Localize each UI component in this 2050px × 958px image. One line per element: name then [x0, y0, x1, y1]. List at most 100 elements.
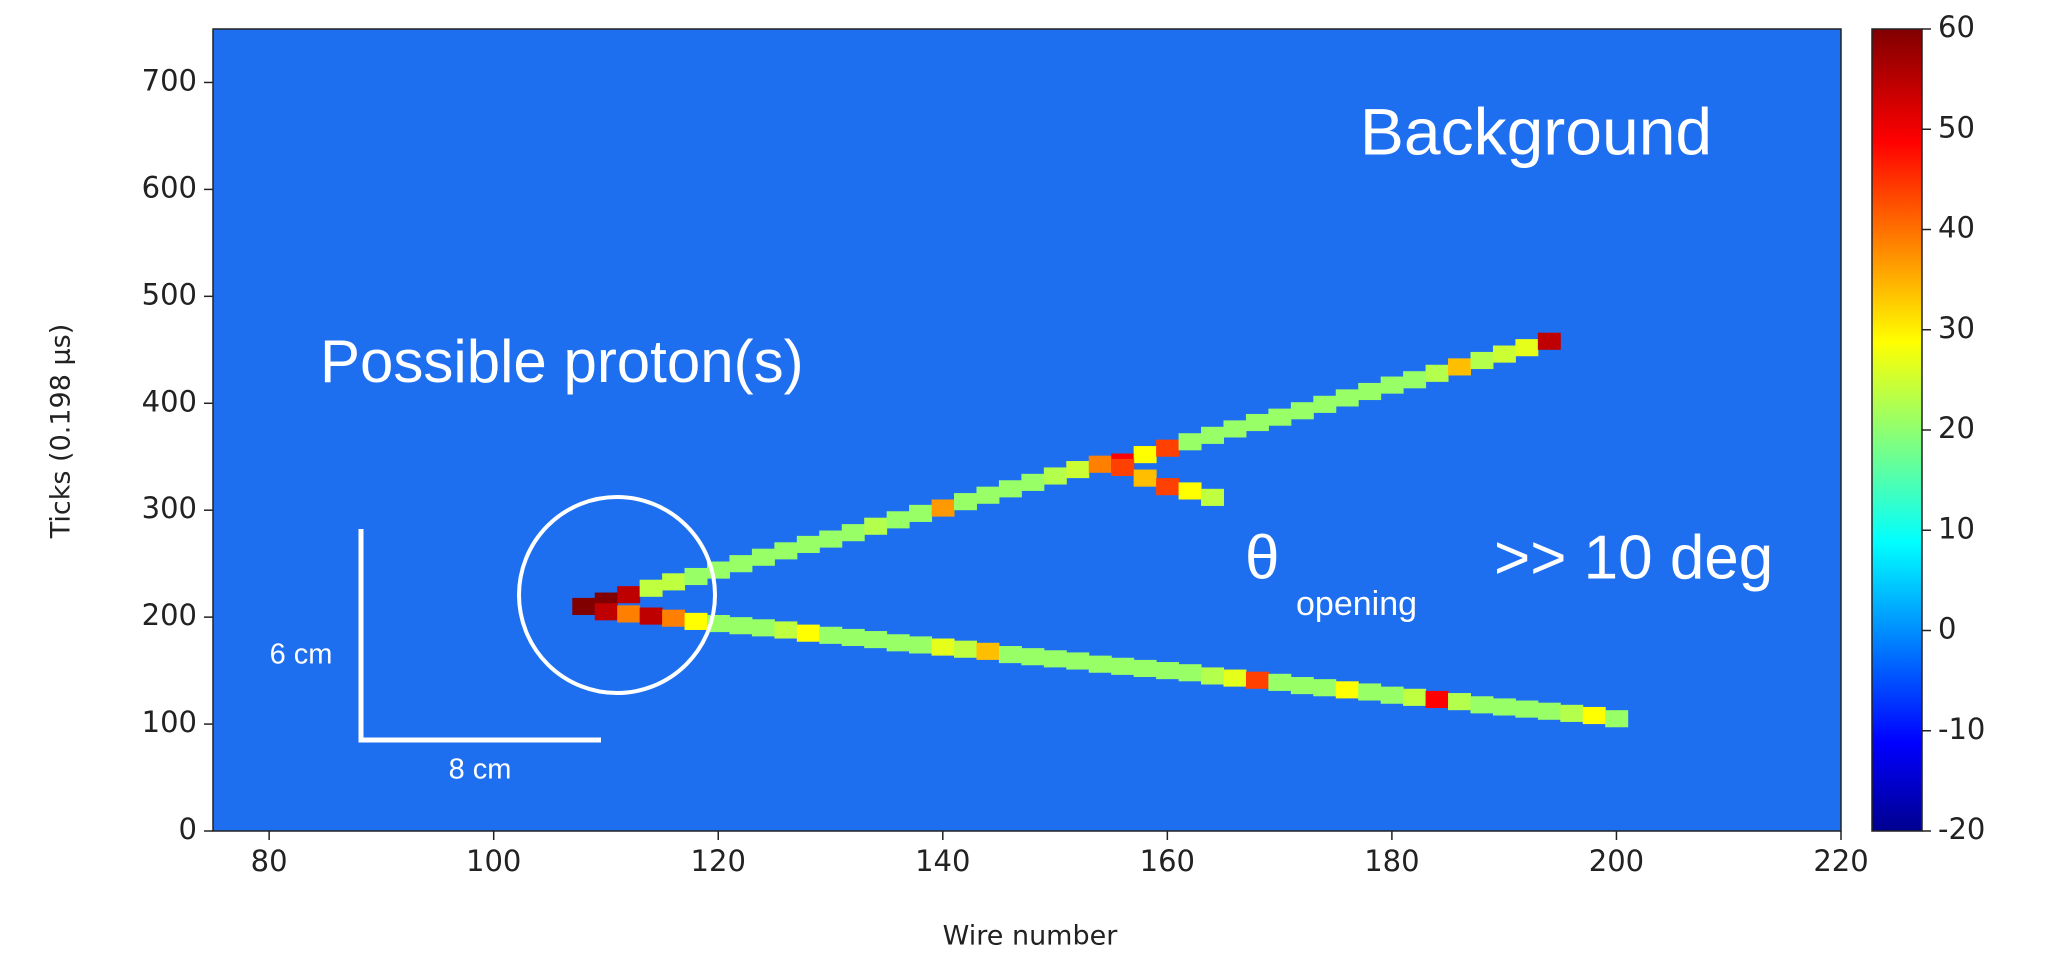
hit: [662, 573, 686, 591]
x-tick-label: 220: [1813, 844, 1868, 878]
y-tick-label: 500: [142, 277, 197, 311]
hit: [1448, 358, 1471, 376]
hit: [1066, 652, 1090, 670]
hit: [909, 504, 933, 522]
hit: [1133, 659, 1157, 678]
hit: [1582, 706, 1606, 725]
hit: [729, 617, 753, 635]
hit: [796, 624, 820, 642]
hit: [864, 631, 888, 649]
hit: [1201, 667, 1224, 685]
hit: [684, 612, 708, 630]
hit: [1111, 458, 1135, 476]
hit: [819, 626, 843, 644]
hit: [1178, 482, 1202, 500]
hit: [662, 609, 686, 627]
hit: [1335, 389, 1359, 407]
colorbar-tick-label: 30: [1938, 311, 1975, 345]
annotation: Possible proton(s): [320, 328, 804, 395]
hit: [639, 607, 663, 625]
hit: [931, 638, 955, 656]
hit: [954, 640, 977, 658]
annotation: >> 10 deg: [1494, 523, 1773, 592]
y-tick-label: 600: [142, 170, 197, 204]
scale-bar: [358, 529, 601, 743]
y-tick-label: 700: [142, 63, 197, 97]
hit: [1335, 681, 1359, 699]
hit: [1380, 686, 1404, 704]
y-tick-label: 200: [142, 598, 197, 632]
hit: [639, 579, 663, 597]
x-tick-label: 200: [1589, 844, 1644, 878]
y-tick-label: 300: [142, 491, 197, 525]
hit: [1470, 696, 1494, 714]
hit: [617, 605, 641, 623]
scale-label: 8 cm: [449, 754, 512, 786]
highlight-circle: [517, 495, 717, 695]
annotation: θ: [1245, 523, 1279, 592]
x-tick-label: 180: [1364, 844, 1419, 878]
hit: [1223, 669, 1247, 687]
colorbar-tick-label: 60: [1938, 10, 1975, 44]
hit: [1268, 673, 1292, 691]
hit: [774, 621, 798, 639]
hit: [796, 535, 820, 553]
hit: [1178, 664, 1202, 682]
hit: [1537, 332, 1561, 350]
x-tick-label: 160: [1140, 844, 1195, 878]
hit: [1492, 345, 1516, 363]
hit: [1358, 382, 1382, 401]
hit: [1201, 488, 1224, 506]
hit: [841, 524, 865, 542]
hit: [998, 480, 1022, 498]
colorbar-tick-label: 10: [1938, 511, 1975, 545]
hit: [909, 636, 933, 654]
hit: [864, 517, 888, 535]
hit: [1043, 650, 1067, 668]
scale-label: 6 cm: [270, 639, 333, 671]
hit: [976, 642, 1000, 660]
hit: [1425, 690, 1449, 709]
hit: [1021, 473, 1045, 491]
plot-frame: [212, 28, 1842, 832]
colorbar: [1871, 28, 1923, 832]
colorbar-tick-label: -10: [1938, 712, 1985, 746]
hit: [1088, 655, 1112, 673]
x-tick-label: 140: [915, 844, 970, 878]
hit: [1537, 702, 1561, 720]
hit: [976, 486, 1000, 504]
hit: [751, 619, 775, 637]
hit: [572, 597, 596, 615]
hit: [1133, 446, 1157, 464]
hit: [684, 567, 708, 586]
hit: [1313, 395, 1337, 413]
hit: [1470, 351, 1494, 370]
x-axis-label: Wire number: [943, 921, 1119, 952]
hit: [1066, 461, 1090, 479]
hit: [1403, 688, 1427, 706]
hit: [1268, 408, 1292, 426]
y-tick-label: 100: [142, 705, 197, 739]
hit: [1245, 671, 1269, 689]
x-tick-label: 100: [466, 844, 521, 878]
hit: [931, 499, 955, 517]
annotation: Background: [1360, 94, 1712, 168]
hit: [1448, 693, 1471, 711]
plot-background: [213, 29, 1841, 831]
hit: [1313, 679, 1337, 697]
hit: [617, 586, 641, 604]
hit: [1111, 657, 1135, 675]
hit: [1088, 455, 1112, 473]
hit: [1156, 478, 1180, 496]
y-tick-label: 0: [179, 812, 197, 846]
hit: [1223, 420, 1247, 438]
hit: [1178, 433, 1202, 451]
colorbar-tick-label: 40: [1938, 211, 1975, 245]
hit: [1133, 469, 1157, 487]
x-tick-label: 120: [691, 844, 746, 878]
hit: [886, 511, 910, 529]
y-tick-label: 400: [142, 384, 197, 418]
hit: [1043, 467, 1067, 485]
y-axis-label: Ticks (0.198 μs): [46, 324, 77, 539]
